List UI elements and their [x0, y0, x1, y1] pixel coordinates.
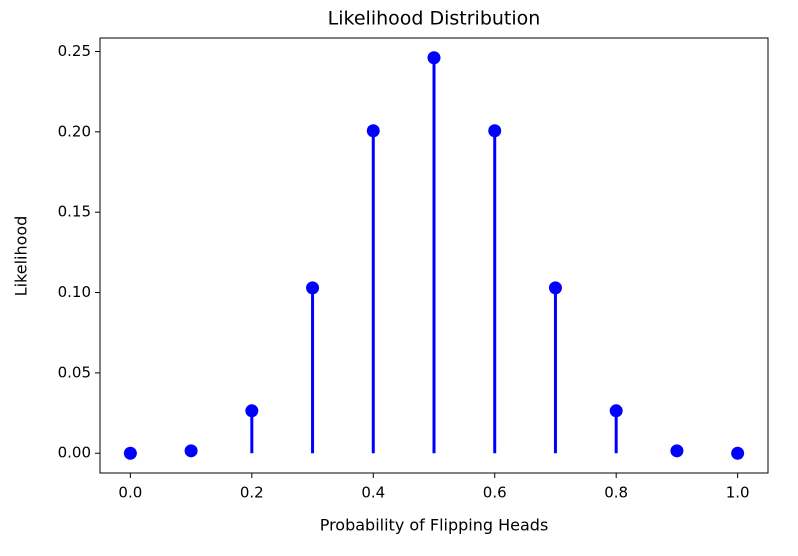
marker — [184, 444, 198, 458]
x-axis-label: Probability of Flipping Heads — [320, 516, 549, 535]
x-tick-label: 0.4 — [361, 484, 385, 502]
y-tick-label: 0.25 — [58, 42, 91, 60]
y-tick-label: 0.15 — [58, 203, 91, 221]
plot-frame — [99, 37, 769, 474]
y-tick-label: 0.00 — [58, 444, 91, 462]
y-tick-label: 0.05 — [58, 363, 91, 381]
y-tick-label: 0.20 — [58, 122, 91, 140]
x-tick-label: 1.0 — [726, 484, 750, 502]
marker — [548, 281, 562, 295]
y-tick-label: 0.10 — [58, 283, 91, 301]
marker — [123, 446, 137, 460]
marker — [670, 444, 684, 458]
x-tick-label: 0.0 — [118, 484, 142, 502]
chart-title: Likelihood Distribution — [328, 8, 541, 30]
x-tick-label: 0.6 — [483, 484, 507, 502]
marker — [366, 124, 380, 138]
marker — [427, 51, 441, 65]
marker — [306, 281, 320, 295]
x-tick-label: 0.2 — [240, 484, 264, 502]
marker — [245, 404, 259, 418]
marker — [731, 446, 745, 460]
x-tick-label: 0.8 — [604, 484, 628, 502]
y-axis-label: Likelihood — [12, 216, 31, 297]
marker — [488, 124, 502, 138]
marker — [609, 404, 623, 418]
